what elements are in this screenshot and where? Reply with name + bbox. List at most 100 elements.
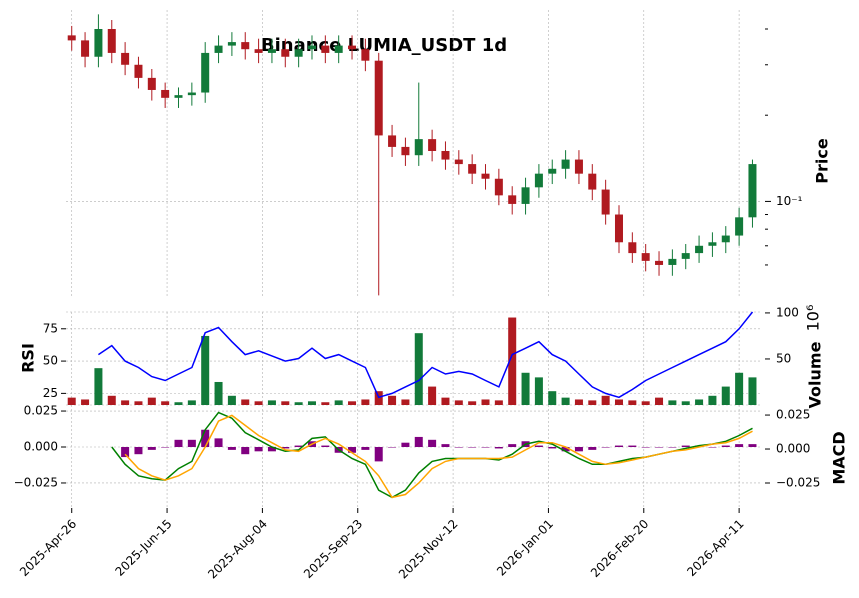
candle-body <box>241 42 250 50</box>
candle-body <box>281 49 290 57</box>
volume-bar <box>241 399 250 405</box>
candle-body <box>267 49 276 53</box>
candle-body <box>521 187 530 204</box>
histogram-bar <box>401 442 410 448</box>
x-tick-label: 2025-Apr-26 <box>17 517 79 579</box>
histogram-bar <box>588 447 597 450</box>
histogram-bar <box>494 447 503 449</box>
histogram-bar <box>481 447 490 448</box>
volume-bar <box>655 397 664 405</box>
candle-body <box>601 189 610 215</box>
volume-bar <box>588 400 597 405</box>
volume-bar <box>428 386 437 405</box>
candle-body <box>708 242 717 246</box>
candle-body <box>454 159 463 165</box>
candle-body <box>294 49 303 57</box>
volume-bar <box>214 381 223 405</box>
candle-body <box>321 45 330 53</box>
volume-bar <box>548 391 557 405</box>
candle-body <box>468 164 477 174</box>
histogram-bar <box>254 447 263 452</box>
rsi-line <box>97 311 754 399</box>
candle-body <box>628 242 637 254</box>
histogram-bar <box>721 445 730 448</box>
volume-bar <box>388 395 397 405</box>
y2-tick-label: 0.025 <box>776 408 810 422</box>
volume-bar <box>121 400 130 405</box>
histogram-bar <box>134 447 143 455</box>
volume-bar <box>508 317 517 405</box>
volume-bar <box>67 397 76 405</box>
candle-body <box>388 135 397 147</box>
volume-bar <box>641 401 650 405</box>
histogram-bar <box>428 439 437 448</box>
volume-bar <box>748 377 757 405</box>
histogram-bar <box>468 447 477 448</box>
y-tick-label: −0.025 <box>14 475 58 489</box>
candle-body <box>334 45 343 53</box>
volume-bar <box>668 400 677 405</box>
x-tick-label: 2025-Aug-04 <box>205 517 270 582</box>
volume-bar <box>201 335 210 405</box>
y2-tick-label: −0.025 <box>776 475 820 489</box>
y-tick-label: 75 <box>43 321 58 335</box>
candle-body <box>134 64 143 78</box>
candle-body <box>508 195 517 204</box>
candle-body <box>574 159 583 174</box>
y2-axis-label: MACD <box>830 431 849 484</box>
candle-body <box>107 28 116 53</box>
candle-body <box>561 159 570 169</box>
volume-bar <box>81 399 90 405</box>
histogram-bar <box>281 447 290 449</box>
candle-body <box>361 49 370 61</box>
volume-bar <box>614 399 623 405</box>
histogram-bar <box>121 447 130 458</box>
x-tick-label: 2025-Jun-15 <box>113 517 175 579</box>
histogram-bar <box>561 447 570 452</box>
histogram-bar <box>161 447 170 448</box>
histogram-bar <box>574 447 583 452</box>
y2-axis-label: Volume <box>806 341 825 408</box>
candle-body <box>548 168 557 174</box>
y2-tick-label: 100 <box>776 305 799 319</box>
volume-bar <box>187 400 196 405</box>
histogram-bar <box>147 447 156 450</box>
volume-bar <box>561 397 570 405</box>
histogram-bar <box>748 444 757 448</box>
x-tick-label: 2026-Feb-20 <box>588 517 651 580</box>
histogram-bar <box>668 447 677 448</box>
candle-body <box>588 173 597 190</box>
candle-body <box>348 45 357 50</box>
candle-body <box>401 146 410 156</box>
candle-body <box>94 28 103 57</box>
histogram-bar <box>655 447 664 448</box>
candle-body <box>307 45 316 50</box>
volume-bar <box>161 401 170 405</box>
candle-body <box>121 52 130 65</box>
histogram-bar <box>641 447 650 448</box>
volume-bar <box>601 395 610 405</box>
candle-body <box>534 173 543 188</box>
volume-bar <box>147 397 156 405</box>
volume-bar <box>107 395 116 405</box>
y2-tick-label: 0.000 <box>776 442 810 456</box>
histogram-bar <box>614 445 623 448</box>
y-tick-label: 50 <box>43 354 58 368</box>
histogram-bar <box>508 444 517 448</box>
histogram-bar <box>388 447 397 448</box>
volume-bar <box>267 400 276 405</box>
histogram-bar <box>628 445 637 448</box>
histogram-bar <box>441 444 450 448</box>
x-tick-label: 2025-Nov-12 <box>396 517 461 582</box>
candle-body <box>655 260 664 265</box>
y2-offset-label: 10⁶ <box>804 305 823 332</box>
candle-body <box>721 235 730 243</box>
candle-body <box>641 253 650 261</box>
histogram-bar <box>534 445 543 448</box>
histogram-bar <box>348 447 357 453</box>
volume-bar <box>708 395 717 405</box>
volume-bar <box>254 401 263 405</box>
candle-body <box>414 139 423 156</box>
volume-bar <box>735 372 744 405</box>
